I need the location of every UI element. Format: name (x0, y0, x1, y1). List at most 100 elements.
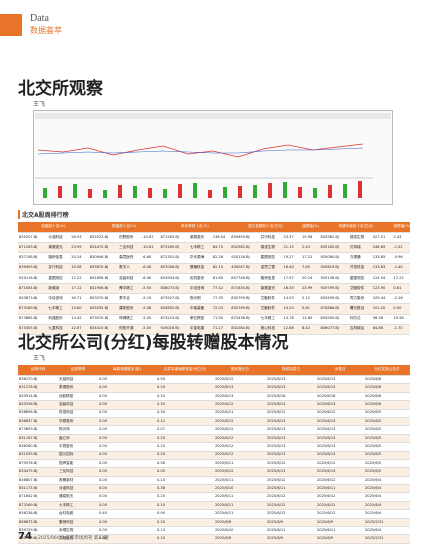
table-cell: 2025/6/13 (316, 451, 364, 460)
screenshot-volume (43, 182, 347, 198)
table-cell: 0.00 (98, 518, 156, 528)
table-cell: 0.07 (156, 425, 214, 435)
table-cell: 871634.BJ (230, 283, 260, 295)
table-cell: 2025/6/4 (364, 526, 410, 536)
table-cell: 泰德股份 (58, 383, 98, 393)
table-cell: 19.58 (392, 314, 410, 325)
table-cell: 艾融软件 (259, 293, 283, 305)
table-cell: 873169.BJ (18, 303, 48, 315)
table-cell: 2025/6/12 (266, 459, 316, 469)
table-cell: 2025/6/13 (214, 383, 266, 393)
table-cell: 2025/6/12 (316, 459, 364, 469)
table-cell: 0.36 (156, 484, 214, 494)
table-cell: -1.52 (392, 242, 410, 254)
table-cell: 0.56 (156, 459, 214, 469)
market-screenshot (33, 110, 393, 205)
header-cell: 派息日 (316, 365, 364, 376)
table-cell: 5.12 (300, 293, 320, 305)
table-cell: -6.60 (140, 252, 160, 264)
table-cell: 838896.BJ (18, 409, 58, 418)
table-cell: 天铭科技 (58, 375, 98, 385)
table-cell: 0.00 (98, 501, 156, 511)
table-cell: 833914.BJ (18, 392, 58, 402)
table-cell: 2025/6/6 (214, 534, 266, 544)
table-cell: 831856.BJ (88, 273, 119, 284)
table-cell: 837748.BJ (230, 273, 260, 284)
table-cell: 920819.BJ (319, 263, 349, 274)
table-row: 870976.BJ 视声智能 0.00 0.56 2025/6/11 2025/6/12 2… (18, 459, 410, 469)
table-cell: 17.22 (70, 273, 89, 284)
author: 王飞 (33, 101, 46, 108)
table-cell: 开发科技 (348, 263, 372, 274)
table-cell: 72.03 (211, 303, 231, 315)
table-cell: 0.20 (156, 451, 214, 460)
table-cell: 873665.BJ (18, 314, 48, 325)
logo-text: Data (30, 13, 49, 24)
header-cell: 换手率前十名(%) (159, 222, 231, 233)
table-cell: 众诚科技 (47, 232, 71, 244)
table-cell: 利尔达 (348, 314, 372, 325)
table-cell: 834415.BJ (88, 324, 119, 335)
table-cell: 2025/6/12 (214, 434, 266, 444)
table-cell: 0.61 (300, 303, 320, 315)
table-cell: 晟楠科技 (188, 263, 212, 274)
table-cell: 23.37 (282, 232, 301, 244)
table-cell: 0.05 (156, 467, 214, 477)
table-cell: 2025/6/13 (316, 467, 364, 477)
table-cell: 2025/6/11 (214, 459, 266, 469)
table-cell: 永顺生物 (58, 526, 98, 536)
table-cell: 2025/6/11 (214, 409, 266, 418)
table-cell: 14.53 (282, 293, 301, 305)
table-cell: 832982.BJ (319, 232, 349, 244)
table-cell: 2025/6/13 (266, 375, 316, 385)
screenshot-volume (58, 181, 362, 198)
table-row: 873665.BJ 科强股份 13.42 873570.BJ 坤博精工 -5.05 8732… (18, 314, 410, 325)
table-cell: 2025/6/12 (316, 409, 364, 418)
table-cell: 0.00 (98, 476, 156, 486)
table-cell: 2025/6/11 (214, 509, 266, 519)
table-cell: 2025/6/9 (266, 518, 316, 528)
table-cell: 贝特瑞 (348, 242, 372, 254)
table-cell: 国义招标 (58, 451, 98, 460)
table-cell: 0.13 (156, 526, 214, 536)
table-cell: 837748.BJ (18, 252, 48, 264)
table-cell: 872351.BJ (159, 252, 189, 264)
table-cell: 2025/6/4 (364, 501, 410, 511)
table-cell: 0.20 (156, 442, 214, 452)
table-row: 831175.BJ 派诺科技 0.00 0.36 2025/6/10 2025/6/11 2… (18, 484, 410, 494)
table-cell: 星图测控 (348, 273, 372, 284)
table-cell: 2025/6/5 (364, 459, 410, 469)
table-cell: 81.80 (211, 273, 231, 284)
table-cell: 2025/6/4 (364, 476, 410, 486)
table-cell: 2025/6/11 (316, 526, 364, 536)
table-cell: 77.35 (211, 293, 231, 305)
table-cell: 427.51 (371, 232, 393, 244)
page-number: 74 (18, 531, 32, 542)
table-cell: 17.22 (392, 273, 410, 284)
table-cell: 0.00 (98, 467, 156, 477)
table-cell: 839729.BJ (18, 526, 58, 536)
table-cell: 124.54 (371, 273, 393, 284)
table-cell: 833873.BJ (18, 293, 48, 305)
table-cell: 0.50 (156, 375, 214, 385)
table-cell: 2025/6/13 (316, 425, 364, 435)
header-cell: 每股转增股本(股) (98, 365, 156, 376)
table-cell: 2025/6/16 (266, 392, 316, 402)
table-cell: 26.93 (70, 232, 89, 244)
table-cell: -2.16 (392, 293, 410, 305)
table-cell: 19.58 (70, 263, 89, 274)
table-cell: 2025/6/5 (364, 434, 410, 444)
table-cell: 万源通 (348, 252, 372, 264)
section-name: 数据荟萃 (30, 26, 62, 35)
table-cell: 2025/6/13 (266, 417, 316, 427)
table-cell: 台虹电缆 (58, 509, 98, 519)
table-row: 833914.BJ 远航精密 0.00 0.10 2025/6/13 2025/6/16 2… (18, 392, 410, 402)
table-cell: 夜光明 (188, 293, 212, 305)
table-cell: 836236.BJ (18, 509, 58, 519)
table-cell: 2025/6/6 (364, 383, 410, 393)
table-cell: 0.00 (98, 383, 156, 393)
table-cell: 834475.BJ (88, 242, 119, 254)
table-cell: 2025/6/12 (266, 509, 316, 519)
table-row: 830799.BJ 艾融软件 0.00 0.15 2025/6/6 2025/6/9 202… (18, 534, 410, 544)
table-cell: 17.12 (70, 283, 89, 295)
